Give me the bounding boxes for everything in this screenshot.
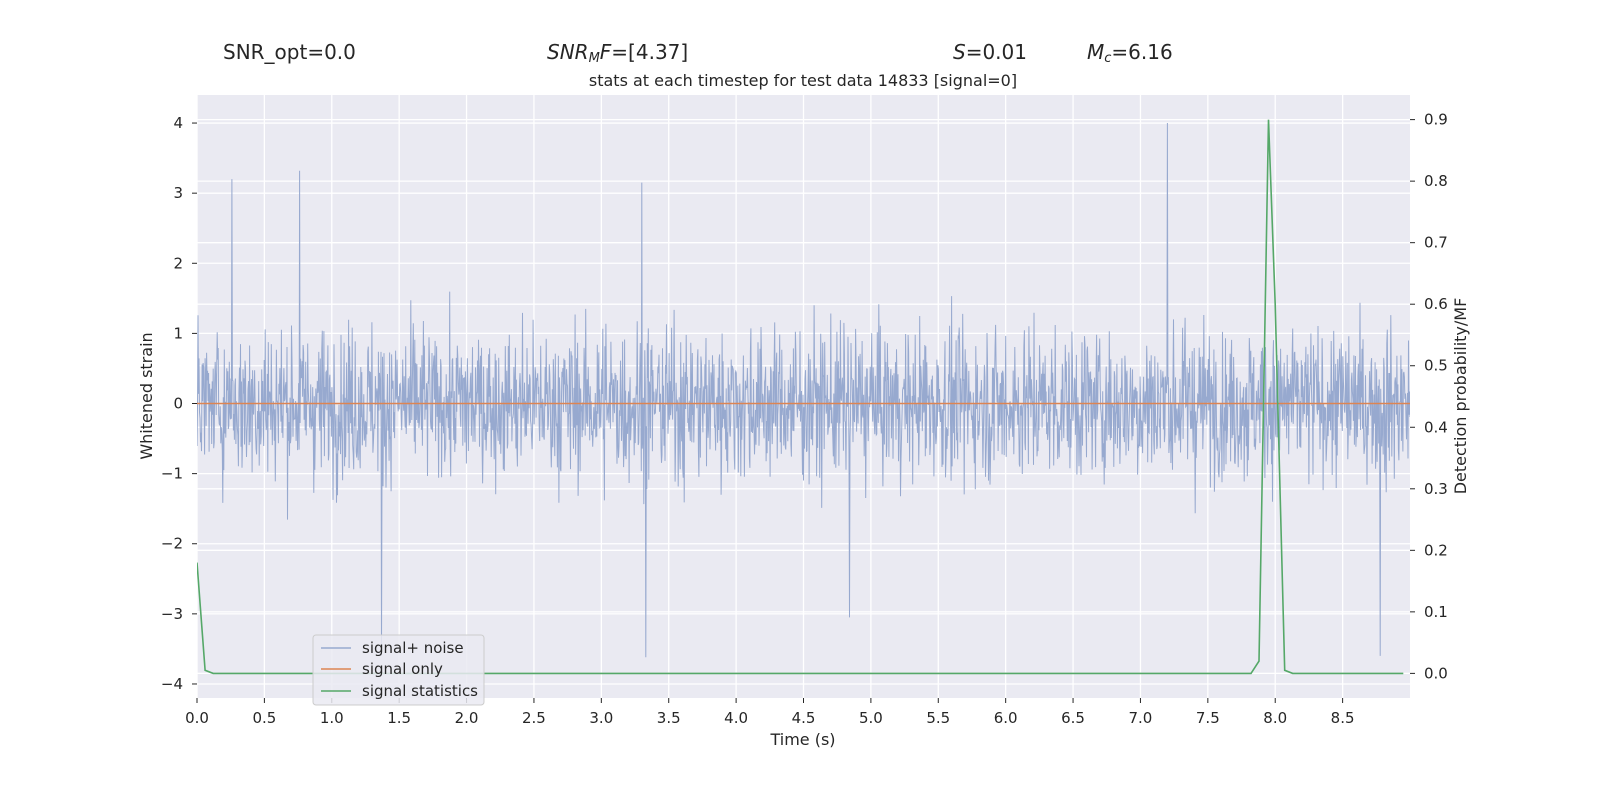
x-tick-label: 8.5: [1331, 709, 1355, 727]
x-tick-label: 0.0: [185, 709, 209, 727]
legend-label-signal-only: signal only: [362, 660, 443, 678]
x-tick-label: 2.0: [455, 709, 479, 727]
legend: signal+ noise signal only signal statist…: [312, 634, 485, 706]
x-tick-label: 0.5: [252, 709, 276, 727]
signal-noise-series: [197, 122, 1410, 658]
y-tick-label: 2: [173, 254, 183, 272]
y-right-tick-label: 0.9: [1424, 111, 1448, 129]
x-tick-label: 4.5: [792, 709, 816, 727]
chirp-mass-label: Mc=6.16: [1087, 40, 1173, 66]
legend-box: [312, 634, 485, 706]
y-right-tick-label: 0.8: [1424, 172, 1448, 190]
y-right-tick-label: 0.0: [1424, 664, 1448, 682]
y-tick-label: −3: [161, 605, 183, 623]
y-tick-label: −2: [161, 535, 183, 553]
y-axis-label: Whitened strain: [137, 332, 156, 459]
x-tick-label: 5.0: [859, 709, 883, 727]
x-tick-label: 7.5: [1196, 709, 1220, 727]
y-right-tick-label: 0.5: [1424, 357, 1448, 375]
x-tick-label: 8.0: [1263, 709, 1287, 727]
chart-title: stats at each timestep for test data 148…: [589, 71, 1017, 90]
y-tick-label: −4: [161, 675, 183, 693]
x-tick-label: 6.5: [1061, 709, 1085, 727]
x-tick-label: 2.5: [522, 709, 546, 727]
x-tick-label: 3.5: [657, 709, 681, 727]
y-right-tick-label: 0.6: [1424, 295, 1448, 313]
y-right-axis-ticks: 0.9 0.8 0.7 0.6 0.5 0.4 0.3 0.2 0.1 0.0: [1410, 111, 1448, 682]
y-tick-label: 0: [173, 395, 183, 413]
x-axis-label: Time (s): [769, 730, 835, 749]
y-tick-label: −1: [161, 465, 183, 483]
x-tick-label: 7.0: [1129, 709, 1153, 727]
y-right-tick-label: 0.2: [1424, 541, 1448, 559]
snr-mf-label: SNRMF=[4.37]: [547, 40, 689, 66]
y-tick-label: 3: [173, 184, 183, 202]
y-right-tick-label: 0.7: [1424, 234, 1448, 252]
snr-opt-label: SNR_opt=0.0: [223, 40, 356, 64]
legend-label-signal-noise: signal+ noise: [362, 639, 464, 657]
x-tick-label: 6.0: [994, 709, 1018, 727]
x-axis-ticks: 0.0 0.5 1.0 1.5 2.0 2.5 3.0 3.5 4.0 4.5 5.0 5.5 6.0 6…: [185, 698, 1355, 727]
y-tick-label: 1: [173, 324, 183, 342]
y-right-axis-label: Detection probability/MF: [1451, 298, 1470, 495]
signal-statistics-series: [197, 119, 1404, 675]
s-value-label: S=0.01: [953, 40, 1027, 64]
x-tick-label: 1.0: [320, 709, 344, 727]
y-axis-ticks: 4 3 2 1 0 −1 −2 −3 −4: [161, 114, 197, 693]
legend-label-signal-statistics: signal statistics: [362, 682, 478, 700]
x-tick-label: 3.0: [589, 709, 613, 727]
y-right-tick-label: 0.4: [1424, 418, 1448, 436]
y-right-tick-label: 0.1: [1424, 603, 1448, 621]
y-right-tick-label: 0.3: [1424, 480, 1448, 498]
x-tick-label: 4.0: [724, 709, 748, 727]
x-tick-label: 5.5: [926, 709, 950, 727]
y-tick-label: 4: [173, 114, 183, 132]
x-tick-label: 1.5: [387, 709, 411, 727]
